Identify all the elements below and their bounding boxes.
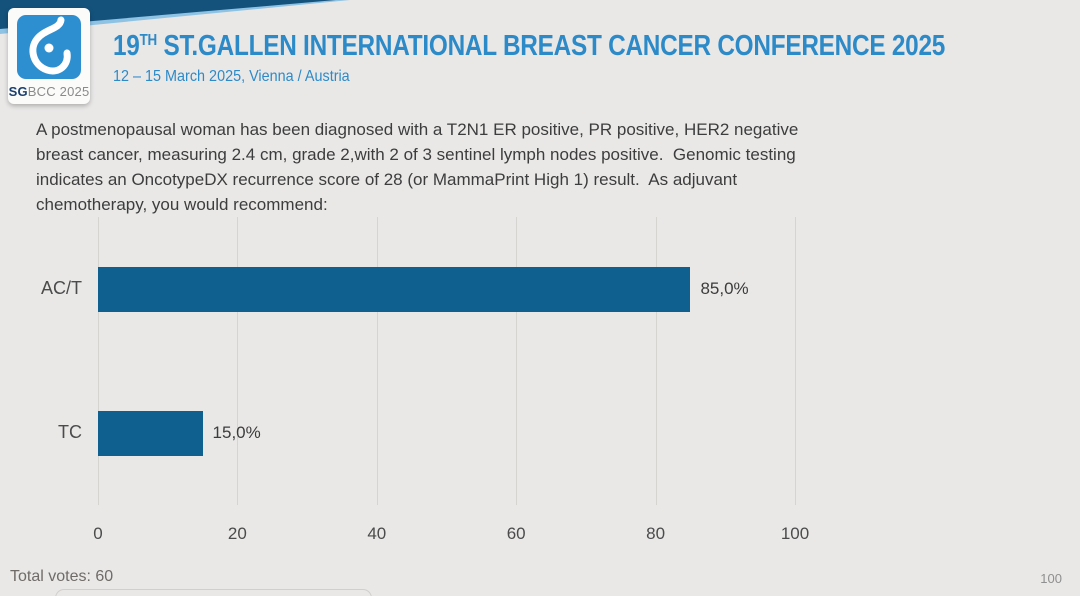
bar-tc xyxy=(98,410,203,456)
x-tick-label-60: 60 xyxy=(506,524,526,543)
sgbcc-logo-square xyxy=(17,15,81,79)
conference-title: 19TH ST.GALLEN INTERNATIONAL BREAST CANC… xyxy=(113,30,945,63)
sgbcc-breast-icon xyxy=(17,16,81,83)
value-label-ac-t: 85,0% xyxy=(700,279,749,298)
gridline-100 xyxy=(795,217,796,505)
total-votes-label: Total votes: 60 xyxy=(10,568,114,585)
value-label-tc: 15,0% xyxy=(212,423,261,442)
x-tick-label-20: 20 xyxy=(227,524,247,543)
x-tick-label-100: 100 xyxy=(780,524,810,543)
title-text: ST.GALLEN INTERNATIONAL BREAST CANCER CO… xyxy=(156,30,946,62)
chart-plot-area xyxy=(98,217,796,505)
logo-year-label: BCC 2025 xyxy=(27,84,90,99)
gridline-80 xyxy=(655,217,657,505)
gridline-20 xyxy=(237,217,239,505)
x-tick-label-80: 80 xyxy=(646,524,666,543)
logo-sg-label: SG xyxy=(8,84,28,99)
gridline-0 xyxy=(98,217,99,505)
title-ordinal: TH xyxy=(139,32,158,49)
title-number: 19 xyxy=(113,30,140,62)
x-tick-label-0: 0 xyxy=(93,524,103,543)
poll-question-text: A postmenopausal woman has been diagnose… xyxy=(36,120,799,214)
header-title-block: 19TH ST.GALLEN INTERNATIONAL BREAST CANC… xyxy=(113,30,1080,86)
x-tick-label-40: 40 xyxy=(367,524,387,543)
sgbcc-logo-text: SGBCC 2025 xyxy=(8,84,90,99)
slide-page-number: 100 xyxy=(1040,571,1062,586)
sgbcc-logo: SGBCC 2025 xyxy=(8,8,90,104)
category-label-tc: TC xyxy=(58,422,82,442)
bar-ac-t xyxy=(98,266,691,312)
gridline-60 xyxy=(516,217,518,505)
category-label-ac-t: AC/T xyxy=(40,278,82,298)
conference-subtitle: 12 – 15 March 2025, Vienna / Austria xyxy=(113,68,350,85)
footer-partial-outline xyxy=(55,589,372,596)
gridline-40 xyxy=(376,217,378,505)
